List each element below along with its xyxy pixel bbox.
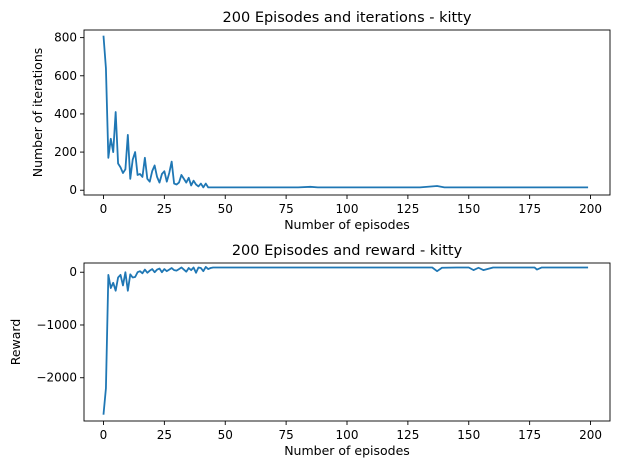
reward-x-tick-label: 75 [278, 428, 293, 442]
iterations-plot: 200 Episodes and iterations - kitty Numb… [30, 10, 611, 232]
reward-x-tick-label: 125 [396, 428, 419, 442]
reward-plot: 200 Episodes and reward - kitty Number o… [8, 243, 611, 458]
iterations-axes-frame [83, 29, 611, 196]
iterations-x-axis-label: Number of episodes [284, 217, 410, 232]
iterations-y-tick-label: 200 [54, 145, 77, 159]
reward-y-tick-label: −1000 [36, 318, 77, 332]
iterations-x-tick-label: 100 [336, 202, 359, 216]
iterations-x-tick-label: 150 [457, 202, 480, 216]
reward-x-tick-label: 175 [518, 428, 541, 442]
reward-x-tick-label: 0 [100, 428, 108, 442]
iterations-y-tick-label: 800 [54, 31, 77, 45]
reward-y-tick-label: −2000 [36, 371, 77, 385]
iterations-chart-title: 200 Episodes and iterations - kitty [223, 10, 472, 26]
reward-x-axis-label: Number of episodes [284, 443, 410, 458]
reward-x-tick-label: 50 [218, 428, 233, 442]
reward-y-tick-label: 0 [69, 265, 77, 279]
iterations-y-axis-label: Number of iterations [30, 48, 45, 178]
iterations-x-tick-label: 175 [518, 202, 541, 216]
iterations-x-tick-label: 200 [579, 202, 602, 216]
reward-axes-frame [83, 262, 611, 422]
iterations-y-tick-label: 0 [69, 183, 77, 197]
reward-x-tick-label: 150 [457, 428, 480, 442]
reward-x-tick-label: 200 [579, 428, 602, 442]
iterations-x-tick-label: 75 [278, 202, 293, 216]
iterations-x-tick-label: 25 [157, 202, 172, 216]
reward-x-tick-label: 25 [157, 428, 172, 442]
iterations-x-tick-label: 50 [218, 202, 233, 216]
reward-y-axis-label: Reward [8, 319, 23, 366]
reward-x-tick-label: 100 [336, 428, 359, 442]
iterations-y-tick-label: 400 [54, 107, 77, 121]
iterations-x-tick-label: 0 [100, 202, 108, 216]
reward-series-line [102, 266, 589, 415]
reward-chart-title: 200 Episodes and reward - kitty [232, 243, 463, 259]
iterations-series-line [102, 35, 589, 189]
iterations-y-tick-label: 600 [54, 69, 77, 83]
iterations-x-tick-label: 125 [396, 202, 419, 216]
